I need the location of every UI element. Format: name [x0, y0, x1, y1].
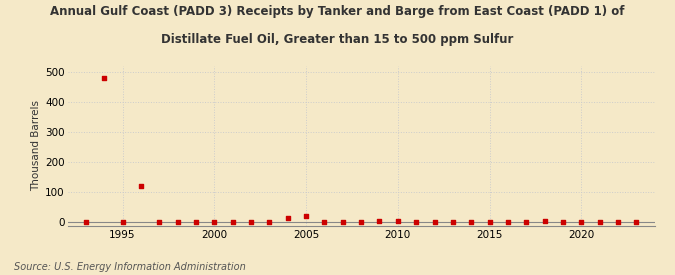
Point: [429, 220, 440, 224]
Point: [190, 220, 201, 224]
Point: [374, 219, 385, 223]
Point: [136, 183, 146, 188]
Point: [319, 220, 330, 224]
Point: [246, 220, 256, 224]
Y-axis label: Thousand Barrels: Thousand Barrels: [31, 100, 41, 191]
Point: [613, 220, 624, 224]
Point: [338, 220, 348, 224]
Point: [392, 219, 403, 223]
Point: [117, 220, 128, 224]
Point: [539, 219, 550, 224]
Text: Source: U.S. Energy Information Administration: Source: U.S. Energy Information Administ…: [14, 262, 245, 272]
Point: [576, 220, 587, 224]
Point: [502, 220, 513, 224]
Point: [172, 220, 183, 224]
Point: [99, 76, 109, 80]
Point: [154, 220, 165, 224]
Point: [356, 220, 367, 224]
Point: [558, 220, 568, 224]
Point: [631, 220, 642, 224]
Text: Distillate Fuel Oil, Greater than 15 to 500 ppm Sulfur: Distillate Fuel Oil, Greater than 15 to …: [161, 33, 514, 46]
Point: [411, 220, 422, 224]
Point: [521, 220, 532, 224]
Point: [264, 220, 275, 224]
Point: [300, 214, 311, 218]
Point: [282, 216, 293, 220]
Point: [448, 220, 458, 224]
Point: [209, 220, 220, 224]
Point: [466, 220, 477, 224]
Point: [484, 220, 495, 224]
Point: [80, 220, 91, 224]
Text: Annual Gulf Coast (PADD 3) Receipts by Tanker and Barge from East Coast (PADD 1): Annual Gulf Coast (PADD 3) Receipts by T…: [50, 6, 625, 18]
Point: [227, 220, 238, 224]
Point: [594, 220, 605, 224]
